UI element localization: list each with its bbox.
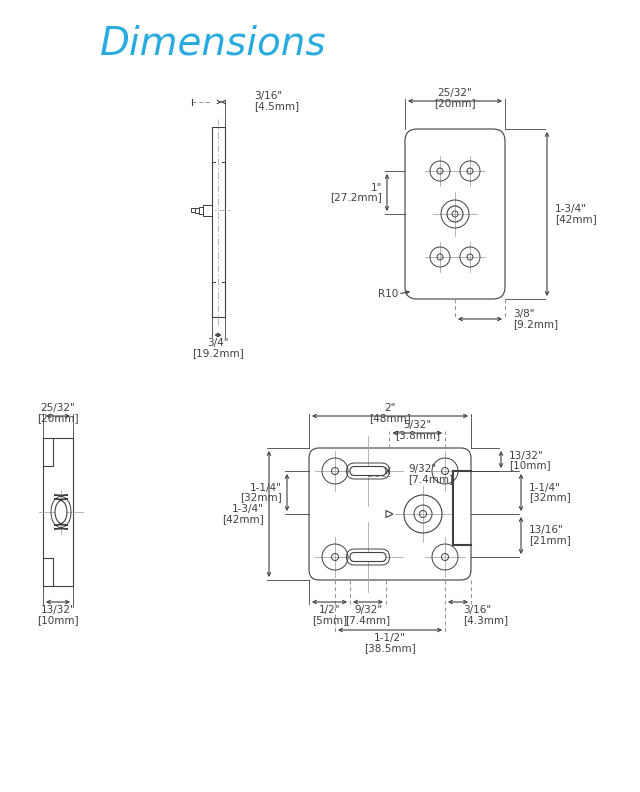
Bar xyxy=(191,208,195,212)
Text: 2": 2" xyxy=(384,403,396,413)
Text: [42mm]: [42mm] xyxy=(555,214,596,224)
Bar xyxy=(198,207,202,214)
Text: 1-3/4": 1-3/4" xyxy=(555,204,587,214)
FancyBboxPatch shape xyxy=(309,448,471,580)
Text: 1/2": 1/2" xyxy=(319,605,340,615)
Text: 25/32": 25/32" xyxy=(438,88,472,98)
Text: 13/16": 13/16" xyxy=(529,526,564,535)
Text: [9.2mm]: [9.2mm] xyxy=(513,319,558,329)
Text: 3/16": 3/16" xyxy=(463,605,491,615)
Text: 1-1/2": 1-1/2" xyxy=(374,633,406,643)
Text: [20mm]: [20mm] xyxy=(37,413,79,423)
Bar xyxy=(202,204,211,215)
Text: 9/32": 9/32" xyxy=(408,464,436,474)
Text: [10mm]: [10mm] xyxy=(509,460,550,470)
FancyBboxPatch shape xyxy=(405,129,505,299)
FancyBboxPatch shape xyxy=(350,466,386,475)
Text: 3/8": 3/8" xyxy=(513,309,534,319)
Text: Dimensions: Dimensions xyxy=(100,24,326,62)
Text: 1-1/4": 1-1/4" xyxy=(529,482,561,493)
Text: 5/32": 5/32" xyxy=(403,420,431,430)
FancyBboxPatch shape xyxy=(350,553,386,562)
Text: [7.4mm]: [7.4mm] xyxy=(346,615,390,625)
Text: R10: R10 xyxy=(378,289,398,299)
Text: 1": 1" xyxy=(371,182,382,192)
Text: [32mm]: [32mm] xyxy=(240,493,282,502)
Text: [5mm]: [5mm] xyxy=(312,615,347,625)
Text: 13/32": 13/32" xyxy=(40,605,76,615)
Text: 1-3/4": 1-3/4" xyxy=(232,504,264,514)
Text: 13/32": 13/32" xyxy=(509,451,544,460)
Text: [4.3mm]: [4.3mm] xyxy=(463,615,508,625)
Text: [21mm]: [21mm] xyxy=(529,535,571,546)
Text: [42mm]: [42mm] xyxy=(222,514,264,524)
Text: [4.5mm]: [4.5mm] xyxy=(255,101,300,111)
Text: 9/32": 9/32" xyxy=(354,605,382,615)
Text: [27.2mm]: [27.2mm] xyxy=(330,192,382,203)
Text: 3/4": 3/4" xyxy=(207,338,228,348)
FancyBboxPatch shape xyxy=(54,499,68,525)
Text: [32mm]: [32mm] xyxy=(529,493,571,502)
Text: 3/16": 3/16" xyxy=(255,91,283,101)
Bar xyxy=(211,127,225,317)
Text: 25/32": 25/32" xyxy=(40,403,76,413)
Text: [19.2mm]: [19.2mm] xyxy=(192,348,244,358)
Text: [10mm]: [10mm] xyxy=(37,615,79,625)
Text: 1-1/4": 1-1/4" xyxy=(250,482,282,493)
Text: [48mm]: [48mm] xyxy=(369,413,411,423)
Bar xyxy=(195,208,198,212)
Text: [38.5mm]: [38.5mm] xyxy=(364,643,416,653)
Text: [7.4mm]: [7.4mm] xyxy=(408,474,453,484)
Bar xyxy=(43,438,73,586)
Text: [3.8mm]: [3.8mm] xyxy=(395,430,440,440)
Text: [20mm]: [20mm] xyxy=(434,98,476,108)
